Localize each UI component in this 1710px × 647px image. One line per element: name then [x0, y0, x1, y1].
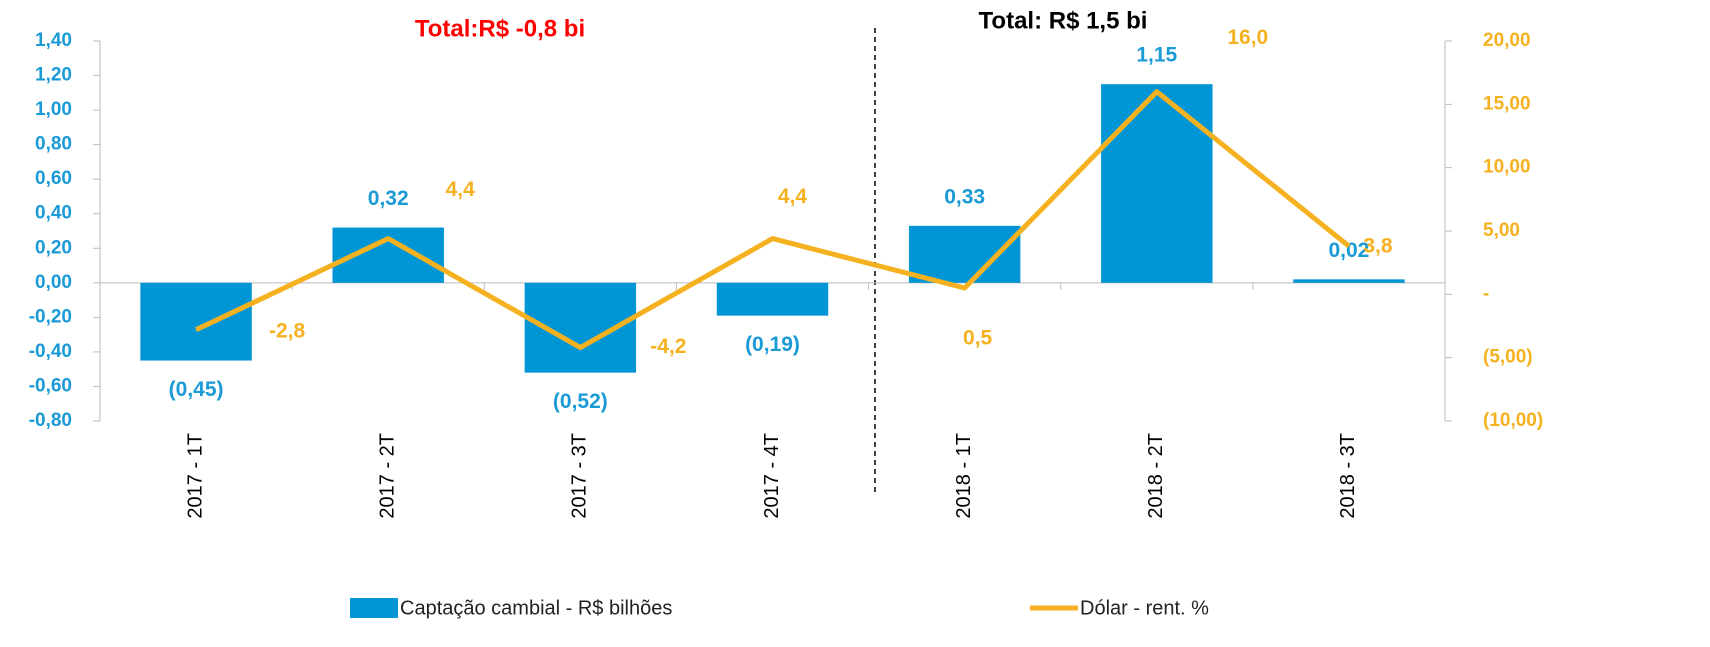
y2-tick-label: 10,00: [1483, 157, 1531, 178]
y-tick-label: 0,60: [35, 168, 72, 189]
bar: [140, 282, 252, 361]
x-tick-label: 2017 - 2T: [376, 433, 398, 519]
data-label: 3,8: [1363, 235, 1393, 258]
data-label: 1,15: [1136, 44, 1177, 67]
y2-tick-label: 15,00: [1483, 93, 1531, 114]
y-tick-label: 1,00: [35, 99, 72, 120]
y-tick-label: 1,40: [35, 30, 72, 51]
y2-tick-label: -: [1483, 283, 1489, 304]
data-label: (0,19): [745, 333, 800, 356]
bar: [1101, 84, 1213, 283]
data-label: -4,2: [650, 335, 686, 358]
line: [194, 89, 1351, 351]
bar: [908, 225, 1021, 283]
y2-tick-label: (10,00): [1483, 410, 1543, 431]
data-label: 0,32: [368, 187, 409, 210]
y-tick-label: 0,80: [35, 134, 72, 155]
data-label: 4,4: [778, 185, 808, 208]
y2-tick-label: 5,00: [1483, 220, 1520, 241]
annotation: Total:R$ -0,8 bi: [415, 15, 585, 42]
data-label: 0,02: [1328, 239, 1369, 262]
legend-swatch: [350, 598, 398, 618]
data-label: 4,4: [446, 178, 476, 201]
data-label: 0,33: [944, 185, 985, 208]
data-label: (0,45): [169, 378, 224, 401]
data-label: 0,5: [963, 327, 993, 350]
data-label: (0,52): [553, 390, 608, 413]
annotation: Total: R$ 1,5 bi: [979, 7, 1148, 34]
legend-label: Captação cambial - R$ bilhões: [400, 597, 672, 619]
data-label: 16,0: [1227, 26, 1268, 49]
y-tick-label: -0,60: [29, 375, 72, 396]
y-tick-label: 0,40: [35, 203, 72, 224]
x-tick-label: 2017 - 1T: [184, 433, 206, 519]
x-tick-label: 2018 - 3T: [1337, 433, 1359, 519]
y2-tick-label: (5,00): [1483, 347, 1533, 368]
x-tick-label: 2017 - 3T: [569, 433, 591, 519]
y-tick-label: 0,00: [35, 272, 72, 293]
y-tick-label: 0,20: [35, 237, 72, 258]
x-tick-label: 2018 - 1T: [953, 433, 975, 519]
y-tick-label: -0,80: [29, 410, 72, 431]
y-tick-label: 1,20: [35, 65, 72, 86]
y-tick-label: -0,40: [29, 341, 72, 362]
x-tick-label: 2018 - 2T: [1145, 433, 1167, 519]
data-label: -2,8: [269, 319, 306, 342]
y2-tick-label: 20,00: [1483, 30, 1531, 51]
legend-label: Dólar - rent. %: [1080, 597, 1209, 619]
bar: [716, 282, 829, 316]
y-tick-label: -0,20: [29, 306, 72, 327]
x-tick-label: 2017 - 4T: [761, 433, 783, 519]
bar: [1293, 279, 1405, 283]
